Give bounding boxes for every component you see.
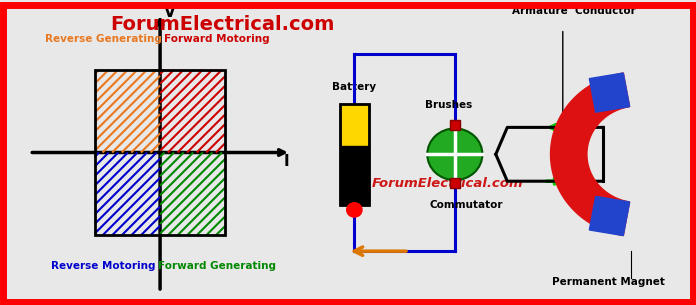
Text: Brushes: Brushes (425, 100, 473, 109)
Text: I: I (284, 154, 290, 169)
Text: Forward Motoring: Forward Motoring (164, 34, 269, 44)
Text: Permanent Magnet: Permanent Magnet (551, 277, 665, 287)
Bar (95, 70, 226, 235)
Bar (340, 146, 369, 205)
Bar (450, 120, 459, 130)
Text: ForumElectrical.com: ForumElectrical.com (372, 177, 523, 190)
Text: Reverse Motoring: Reverse Motoring (52, 261, 156, 271)
Bar (340, 104, 369, 205)
Text: Armature  Conductor: Armature Conductor (512, 6, 636, 16)
Circle shape (427, 128, 482, 180)
Text: Reverse Generating: Reverse Generating (45, 34, 162, 44)
Text: Battery: Battery (332, 82, 377, 92)
Polygon shape (590, 73, 630, 112)
Bar (450, 178, 459, 188)
Text: V: V (164, 5, 175, 20)
Text: ForumElectrical.com: ForumElectrical.com (111, 15, 335, 34)
Text: Forward Generating: Forward Generating (158, 261, 276, 271)
Polygon shape (551, 73, 630, 235)
Polygon shape (590, 196, 630, 235)
Bar (340, 104, 369, 146)
Text: Commutator: Commutator (429, 200, 503, 210)
Circle shape (347, 203, 362, 217)
